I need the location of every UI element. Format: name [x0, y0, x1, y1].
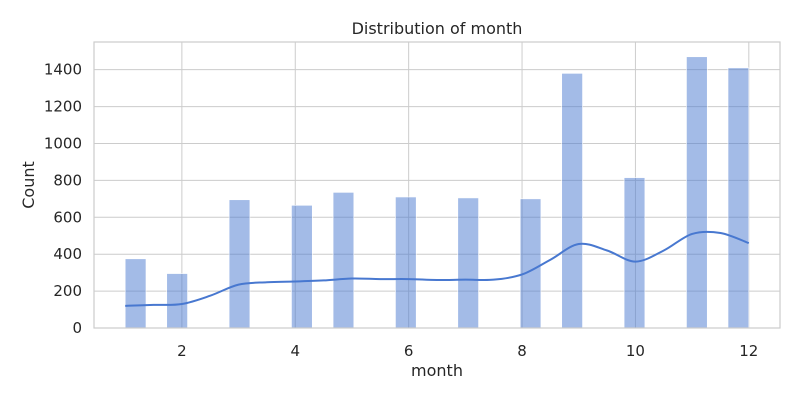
y-tick-label: 800 — [53, 171, 82, 189]
histogram-bar — [124, 258, 147, 329]
histogram-bar — [457, 197, 479, 329]
chart-title: Distribution of month — [352, 19, 523, 38]
y-tick-label: 400 — [53, 245, 82, 263]
grid-lines — [94, 42, 780, 329]
x-tick-label: 12 — [739, 342, 758, 360]
histogram-bar — [623, 177, 646, 329]
histogram-bar — [519, 198, 542, 329]
kde-line — [125, 230, 750, 307]
histogram-bar — [561, 73, 583, 329]
histogram-bar — [686, 56, 708, 329]
x-tick-labels: 2 4 6 8 10 12 — [177, 342, 758, 360]
x-axis-label: month — [411, 361, 463, 380]
histogram-bars — [124, 56, 750, 329]
histogram-bar — [395, 196, 417, 329]
x-tick-label: 10 — [626, 342, 645, 360]
y-tick-labels: 0 200 400 600 800 1000 1200 1400 — [44, 61, 82, 337]
histogram-bar — [332, 192, 355, 329]
histogram-bar — [166, 273, 188, 329]
y-tick-label: 1000 — [44, 134, 82, 152]
plot-frame — [93, 41, 781, 329]
histogram-bar — [727, 67, 750, 329]
x-tick-label: 8 — [517, 342, 527, 360]
y-tick-label: 600 — [53, 208, 82, 226]
histogram-bar — [291, 204, 313, 329]
x-tick-label: 4 — [290, 342, 300, 360]
y-tick-label: 200 — [53, 282, 82, 300]
y-tick-label: 1200 — [44, 98, 82, 116]
y-tick-label: 0 — [72, 319, 82, 337]
x-tick-label: 2 — [177, 342, 187, 360]
y-tick-label: 1400 — [44, 61, 82, 79]
x-tick-label: 6 — [404, 342, 414, 360]
histogram-bar — [228, 199, 251, 329]
y-axis-label: Count — [19, 161, 38, 209]
